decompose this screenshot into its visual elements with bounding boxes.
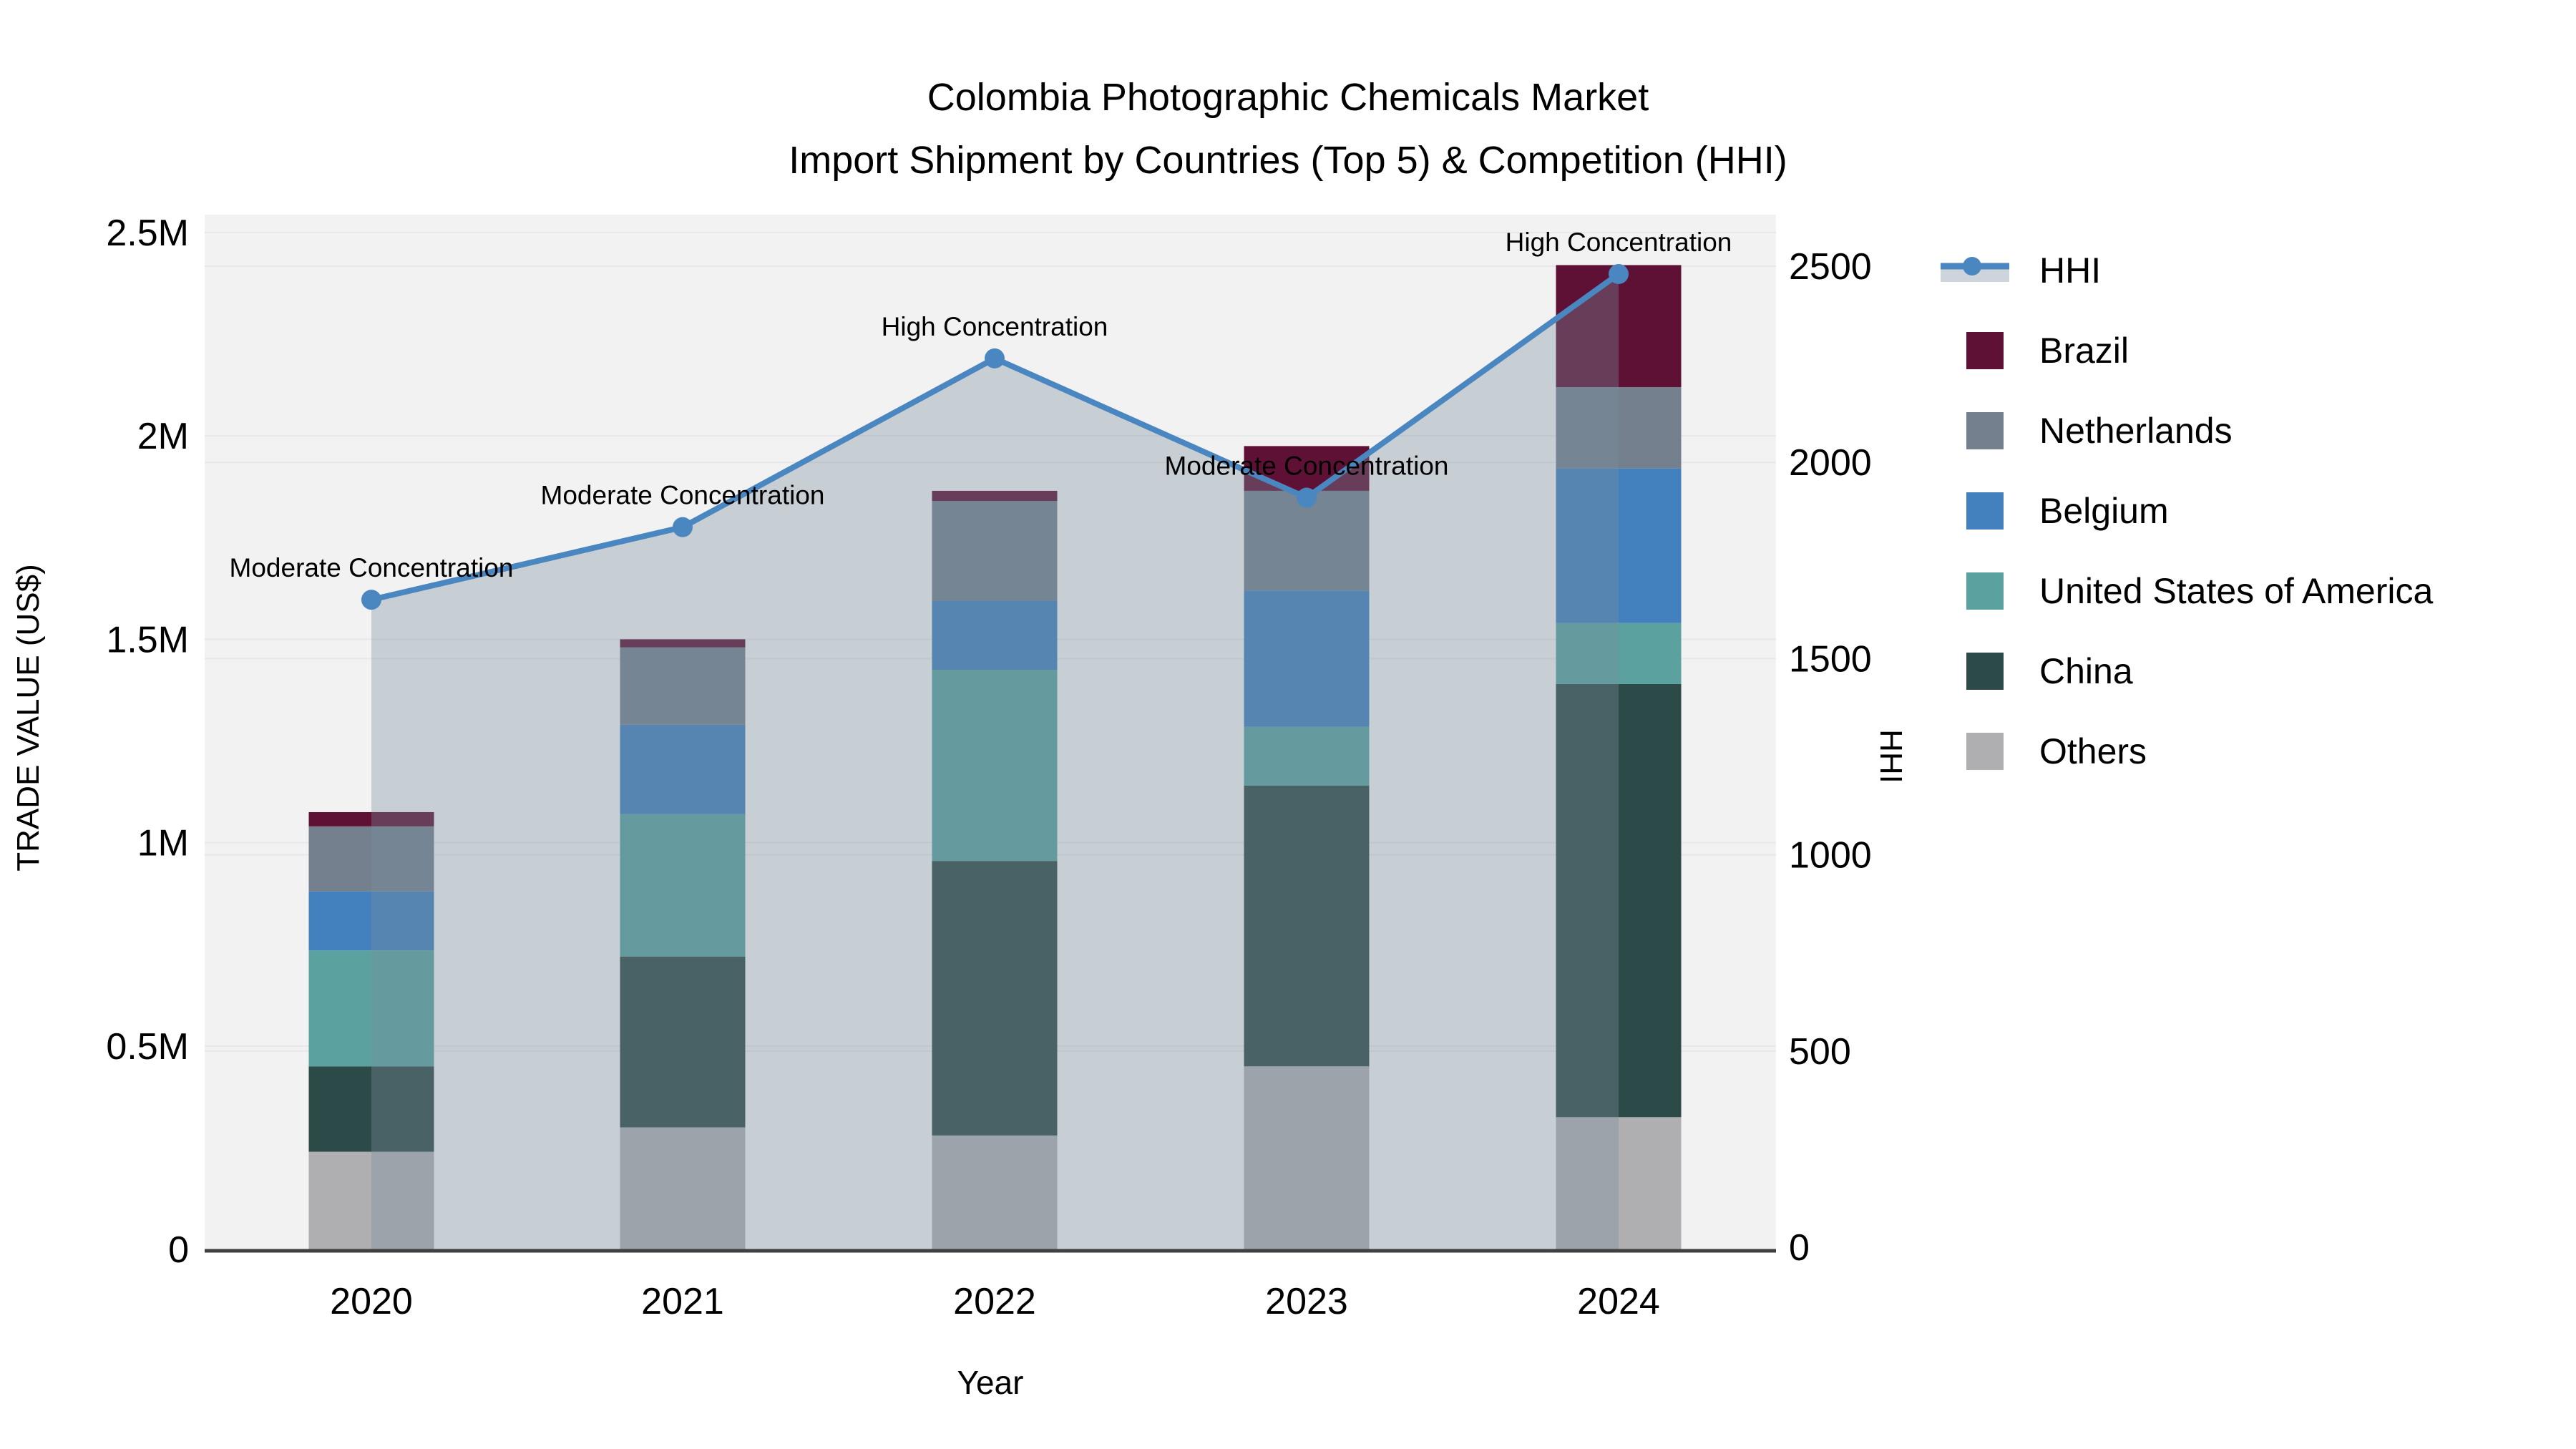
y-right-tick-0: 0 xyxy=(1789,1227,1810,1269)
bar-segment-belgium-2021[interactable] xyxy=(620,724,746,814)
y-right-tick-2500: 2500 xyxy=(1789,246,1872,288)
legend-item-united-states-of-america[interactable]: United States of America xyxy=(1941,551,2433,631)
bar-segment-belgium-2022[interactable] xyxy=(932,600,1058,670)
annotation-2021: Moderate Concentration xyxy=(541,481,825,510)
hhi-marker-2023[interactable] xyxy=(1297,487,1317,508)
bar-segment-others-2024[interactable] xyxy=(1556,1117,1682,1249)
legend-color-swatch-icon xyxy=(1941,651,2009,691)
x-tick-2022: 2022 xyxy=(953,1281,1036,1322)
x-tick-2021: 2021 xyxy=(641,1281,724,1322)
legend-item-netherlands[interactable]: Netherlands xyxy=(1941,391,2433,471)
legend-square-icon xyxy=(1966,412,2004,449)
chart-title-line1: Colombia Photographic Chemicals Market xyxy=(927,76,1649,119)
legend-item-hhi[interactable]: HHI xyxy=(1941,230,2433,311)
legend-label: Others xyxy=(2039,731,2147,771)
bar-segment-united-states-of-america-2024[interactable] xyxy=(1556,623,1682,684)
legend-label: HHI xyxy=(2039,250,2102,291)
y-axis-title-left: TRADE VALUE (US$) xyxy=(11,564,46,872)
y-left-tick-0.5M: 0.5M xyxy=(106,1026,189,1068)
legend-label: China xyxy=(2039,651,2133,691)
bar-segment-belgium-2023[interactable] xyxy=(1244,590,1370,727)
bar-segment-netherlands-2022[interactable] xyxy=(932,501,1058,601)
bar-segment-china-2022[interactable] xyxy=(932,861,1058,1136)
x-tick-2024: 2024 xyxy=(1577,1281,1660,1322)
annotation-2022: High Concentration xyxy=(882,312,1108,341)
legend-color-swatch-icon xyxy=(1941,331,2009,371)
legend-item-brazil[interactable]: Brazil xyxy=(1941,311,2433,391)
y-right-tick-500: 500 xyxy=(1789,1031,1851,1073)
bar-segment-brazil-2024[interactable] xyxy=(1556,265,1682,387)
hhi-area-fill xyxy=(371,273,1619,1249)
bar-segment-brazil-2020[interactable] xyxy=(308,811,434,826)
hhi-marker-2021[interactable] xyxy=(673,517,693,537)
hhi-marker-2020[interactable] xyxy=(361,590,381,610)
hhi-marker-2024[interactable] xyxy=(1609,263,1629,284)
y-left-tick-1M: 1M xyxy=(137,823,189,864)
hhi-swatch-graphic xyxy=(1941,257,2009,282)
hhi-line-swatch-icon xyxy=(1941,250,2009,291)
chart-title: Colombia Photographic Chemicals Market I… xyxy=(0,66,2576,192)
bar-segment-brazil-2022[interactable] xyxy=(932,490,1058,502)
bar-segment-others-2023[interactable] xyxy=(1244,1066,1370,1249)
legend-color-swatch-icon xyxy=(1941,411,2009,451)
bar-segment-others-2022[interactable] xyxy=(932,1135,1058,1249)
legend-color-swatch-icon xyxy=(1941,491,2009,531)
bar-segment-netherlands-2020[interactable] xyxy=(308,826,434,892)
y-left-tick-2M: 2M xyxy=(137,416,189,457)
y-right-tick-1500: 1500 xyxy=(1789,638,1872,680)
bar-segment-netherlands-2021[interactable] xyxy=(620,647,746,725)
bar-segment-china-2020[interactable] xyxy=(308,1066,434,1152)
bar-segment-others-2020[interactable] xyxy=(308,1151,434,1249)
legend-square-icon xyxy=(1966,492,2004,530)
legend-color-swatch-icon xyxy=(1941,731,2009,771)
y-right-tick-2000: 2000 xyxy=(1789,442,1872,484)
bar-segment-china-2023[interactable] xyxy=(1244,786,1370,1067)
annotation-2020: Moderate Concentration xyxy=(230,553,514,582)
bar-segment-united-states-of-america-2022[interactable] xyxy=(932,670,1058,862)
bar-segment-others-2021[interactable] xyxy=(620,1127,746,1249)
legend-square-icon xyxy=(1966,572,2004,610)
bar-segment-china-2024[interactable] xyxy=(1556,683,1682,1118)
bar-segment-belgium-2020[interactable] xyxy=(308,891,434,951)
legend-label: Brazil xyxy=(2039,331,2129,371)
y-left-tick-0: 0 xyxy=(168,1229,189,1271)
legend-square-icon xyxy=(1966,733,2004,770)
legend-item-china[interactable]: China xyxy=(1941,631,2433,711)
y-right-tick-1000: 1000 xyxy=(1789,835,1872,877)
x-tick-2020: 2020 xyxy=(330,1281,413,1322)
bar-segment-belgium-2024[interactable] xyxy=(1556,468,1682,623)
y-left-tick-1.5M: 1.5M xyxy=(106,619,189,660)
bar-segment-united-states-of-america-2020[interactable] xyxy=(308,950,434,1067)
legend-square-icon xyxy=(1966,653,2004,690)
bar-segment-united-states-of-america-2021[interactable] xyxy=(620,814,746,957)
legend-item-others[interactable]: Others xyxy=(1941,711,2433,791)
x-axis-title: Year xyxy=(957,1364,1024,1401)
legend-label: Belgium xyxy=(2039,491,2169,531)
bar-segment-united-states-of-america-2023[interactable] xyxy=(1244,726,1370,786)
legend-label: Netherlands xyxy=(2039,411,2233,451)
bar-segment-china-2021[interactable] xyxy=(620,956,746,1128)
annotation-2023: Moderate Concentration xyxy=(1165,452,1449,481)
x-tick-2023: 2023 xyxy=(1265,1281,1348,1322)
legend-label: United States of America xyxy=(2039,571,2434,611)
y-axis-title-right: HHI xyxy=(1873,729,1908,784)
bar-segment-brazil-2021[interactable] xyxy=(620,639,746,648)
legend-square-icon xyxy=(1966,332,2004,369)
hhi-marker-2022[interactable] xyxy=(985,348,1005,369)
legend-item-belgium[interactable]: Belgium xyxy=(1941,471,2433,551)
legend-color-swatch-icon xyxy=(1941,571,2009,611)
legend: HHI Brazil Netherlands Belgium United States… xyxy=(1941,230,2433,791)
y-left-tick-2.5M: 2.5M xyxy=(106,213,189,254)
bar-segment-netherlands-2024[interactable] xyxy=(1556,386,1682,469)
chart-title-line2: Import Shipment by Countries (Top 5) & C… xyxy=(789,139,1787,182)
annotation-2024: High Concentration xyxy=(1506,228,1732,257)
